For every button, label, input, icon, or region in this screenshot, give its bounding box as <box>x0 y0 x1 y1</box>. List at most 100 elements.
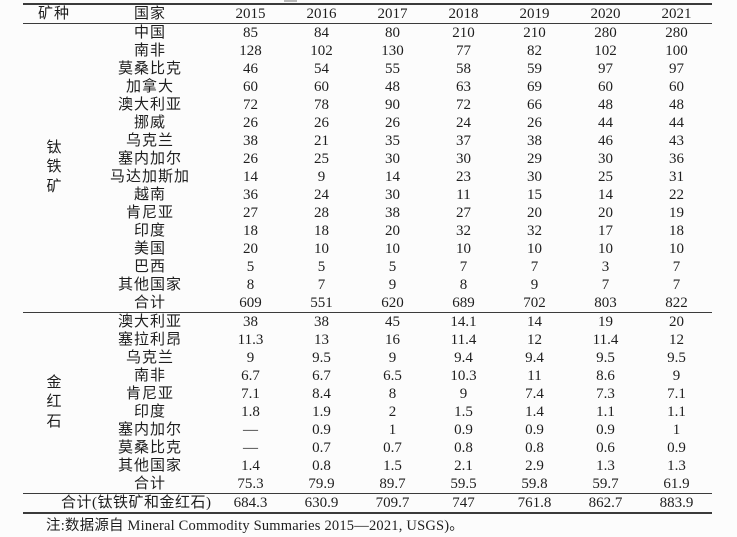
value-cell: 102 <box>594 43 617 59</box>
value-cell: 85 <box>243 25 258 41</box>
value-cell: 1 <box>388 422 397 438</box>
value-cell: 7.4 <box>525 386 544 402</box>
value-cell: 59.8 <box>521 476 548 492</box>
header-row: 矿种 国家 2015 2016 2017 2018 2019 2020 2021 <box>23 4 712 24</box>
value-cell: 26 <box>314 115 329 131</box>
country-cell: 合计 <box>133 295 166 311</box>
header-year-2020: 2020 <box>570 4 641 24</box>
value-cell: 689 <box>452 295 475 311</box>
value-cell: 12 <box>669 332 684 348</box>
value-cell: 7 <box>601 277 610 293</box>
value-cell: 8.4 <box>312 386 331 402</box>
value-cell: 26 <box>385 115 400 131</box>
value-cell: 11.4 <box>450 332 477 348</box>
table-row: 其他国家 8 7 9 8 9 7 7 <box>23 276 712 294</box>
table-row: 印度 1.8 1.9 2 1.5 1.4 1.1 1.1 <box>23 403 712 421</box>
value-cell: 0.7 <box>383 440 402 456</box>
value-cell: 18 <box>669 223 684 239</box>
value-cell: 66 <box>527 97 542 113</box>
table-row: 塞内加尔 26 25 30 30 29 30 36 <box>23 150 712 168</box>
header-year-2015: 2015 <box>215 4 286 24</box>
country-cell: 乌克兰 <box>125 133 174 149</box>
value-cell: 5 <box>317 259 326 275</box>
value-cell: 0.9 <box>312 422 331 438</box>
value-cell: 58 <box>456 61 471 77</box>
country-cell: 印度 <box>133 404 166 420</box>
value-cell: 28 <box>314 205 329 221</box>
value-cell: 89.7 <box>379 476 406 492</box>
value-cell: 14.1 <box>428 312 499 331</box>
mineral-label: 金红石 <box>23 312 85 494</box>
value-cell: 82 <box>527 43 542 59</box>
value-cell: 61.9 <box>663 476 690 492</box>
table-row: 莫桑比克 — 0.7 0.7 0.8 0.8 0.6 0.9 <box>23 439 712 457</box>
value-cell: 44 <box>669 115 684 131</box>
value-cell: 0.6 <box>596 440 615 456</box>
table-row: 美国 20 10 10 10 10 10 10 <box>23 240 712 258</box>
value-cell: 11.3 <box>237 332 264 348</box>
value-cell: 14 <box>385 169 400 185</box>
table-row: 越南 36 24 30 11 15 14 22 <box>23 186 712 204</box>
country-cell: 挪威 <box>133 115 166 131</box>
table-row: 挪威 26 26 26 24 26 44 44 <box>23 114 712 132</box>
value-cell: 60 <box>243 79 258 95</box>
value-cell: 7.3 <box>596 386 615 402</box>
value-cell: 7.1 <box>667 386 686 402</box>
value-cell: 9.4 <box>454 350 473 366</box>
value-cell: 1.1 <box>667 404 686 420</box>
value-cell: 14 <box>598 187 613 203</box>
table-header: 矿种 国家 2015 2016 2017 2018 2019 2020 2021 <box>23 4 712 24</box>
table-row: 南非 6.7 6.7 6.5 10.3 11 8.6 9 <box>23 367 712 385</box>
value-cell: 43 <box>669 133 684 149</box>
value-cell: 9 <box>388 350 397 366</box>
value-cell: 54 <box>314 61 329 77</box>
value-cell: 5 <box>388 259 397 275</box>
value-cell: 38 <box>385 205 400 221</box>
table-row: 澳大利亚 72 78 90 72 66 48 48 <box>23 96 712 114</box>
value-cell: 25 <box>314 151 329 167</box>
value-cell: 0.7 <box>312 440 331 456</box>
header-year-2018: 2018 <box>428 4 499 24</box>
value-cell: 69 <box>527 79 542 95</box>
value-cell: 100 <box>665 43 688 59</box>
value-cell: 38 <box>243 133 258 149</box>
value-cell: 59 <box>527 61 542 77</box>
value-cell: 130 <box>381 43 404 59</box>
value-cell: 60 <box>669 79 684 95</box>
value-cell: 1.4 <box>241 458 260 474</box>
grand-total-value: 862.7 <box>570 493 641 513</box>
value-cell: 32 <box>456 223 471 239</box>
value-cell: 551 <box>310 295 333 311</box>
value-cell: 7 <box>459 259 468 275</box>
value-cell: 8.6 <box>596 368 615 384</box>
value-cell: 1.5 <box>383 458 402 474</box>
value-cell: 14 <box>243 169 258 185</box>
value-cell: 10 <box>669 241 684 257</box>
value-cell: 16 <box>385 332 400 348</box>
value-cell: 0.8 <box>525 440 544 456</box>
table-row: 其他国家 1.4 0.8 1.5 2.1 2.9 1.3 1.3 <box>23 457 712 475</box>
value-cell: 72 <box>456 97 471 113</box>
value-cell: 9.5 <box>312 350 331 366</box>
value-cell: 46 <box>243 61 258 77</box>
value-cell: 0.9 <box>525 422 544 438</box>
table-row: 巴西 5 5 5 7 7 3 7 <box>23 258 712 276</box>
country-cell: 其他国家 <box>117 277 182 293</box>
value-cell: 2.9 <box>525 458 544 474</box>
value-cell: 7 <box>530 259 539 275</box>
country-cell: 塞内加尔 <box>117 422 182 438</box>
value-cell: 17 <box>598 223 613 239</box>
table-row: 肯尼亚 7.1 8.4 8 9 7.4 7.3 7.1 <box>23 385 712 403</box>
value-cell: 8 <box>388 386 397 402</box>
value-cell: 9 <box>317 169 326 185</box>
value-cell: 30 <box>385 151 400 167</box>
value-cell: 78 <box>314 97 329 113</box>
value-cell: 46 <box>598 133 613 149</box>
value-cell: 1 <box>672 422 681 438</box>
value-cell: 29 <box>527 151 542 167</box>
grand-total-value: 883.9 <box>641 493 712 513</box>
value-cell: 7.1 <box>241 386 260 402</box>
country-cell: 南非 <box>133 368 166 384</box>
value-cell: 9 <box>388 277 397 293</box>
value-cell: 1.9 <box>312 404 331 420</box>
